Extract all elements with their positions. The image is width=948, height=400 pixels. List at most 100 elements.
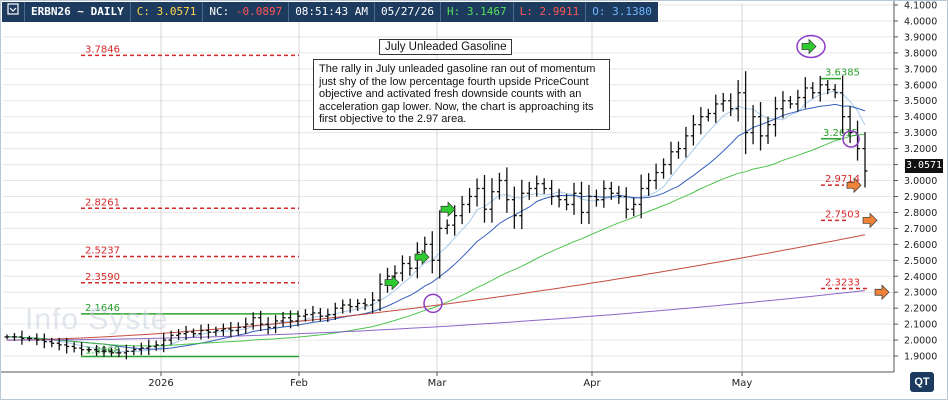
ohlc-bar [377, 273, 383, 312]
chart-title: July Unleaded Gasoline [379, 39, 513, 55]
level-label: 2.1646 [85, 303, 120, 314]
ohlc-bar [64, 337, 70, 354]
ohlc-bar [228, 321, 234, 338]
ohlc-bar [489, 178, 495, 223]
signal-circle [423, 293, 443, 314]
ohlc-bar [601, 180, 607, 208]
ohlc-bar [205, 323, 211, 339]
ohlc-bar [288, 310, 294, 329]
ohlc-bar [123, 344, 129, 360]
ohlc-bar [11, 332, 17, 341]
ohlc-bar [616, 185, 622, 204]
ohlc-bar [638, 174, 644, 219]
qt-logo-icon[interactable]: QT [910, 372, 934, 392]
ohlc-bar [49, 337, 55, 348]
ohlc-bar [131, 345, 137, 356]
level-label: 2.8261 [85, 197, 120, 208]
ohlc-bar [273, 315, 279, 334]
ohlc-bar [108, 347, 114, 357]
ohlc-bar [504, 167, 510, 213]
ohlc-bar [675, 141, 681, 159]
ohlc-bar [728, 93, 734, 117]
y-tick-label: 2.8000 [904, 208, 937, 219]
y-tick-label: 2.4000 [904, 272, 937, 283]
ma-short-line [7, 103, 866, 350]
ohlc-bar [452, 205, 458, 236]
ohlc-bar [735, 80, 741, 122]
quote-date: 05/27/26 [375, 2, 442, 22]
close-value: C: 3.0571 [131, 2, 204, 22]
ohlc-bar [310, 305, 316, 322]
quote-time: 08:51:43 AM [289, 2, 376, 22]
signal-markers [384, 34, 890, 314]
ohlc-bar [750, 105, 756, 145]
y-tick-label: 3.6000 [904, 80, 937, 91]
y-tick-label: 3.8000 [904, 48, 937, 59]
ohlc-bar [280, 311, 286, 327]
net-change: NC: -0.0897 [203, 2, 290, 22]
y-tick-label: 3.7000 [904, 64, 937, 75]
y-tick-label: 3.0000 [904, 176, 937, 187]
ohlc-bar [347, 298, 353, 313]
ohlc-bar [161, 332, 167, 353]
level-label: 3.7846 [85, 44, 120, 55]
menu-icon[interactable] [2, 2, 25, 22]
ohlc-bar [34, 333, 40, 346]
ma-fast-line [7, 90, 866, 352]
y-tick-label: 3.5000 [904, 96, 937, 107]
ohlc-bar [526, 181, 532, 200]
ohlc-bar [86, 347, 92, 353]
open-value: O: 3.1380 [592, 5, 652, 18]
ohlc-bar [325, 308, 331, 322]
symbol-label[interactable]: ERBN26 ~ DAILY [25, 2, 131, 22]
ohlc-bar [519, 179, 525, 230]
level-label: 2.5237 [85, 246, 120, 257]
quote-header: ERBN26 ~ DAILY C: 3.0571 NC: -0.0897 08:… [2, 2, 658, 22]
ohlc-bar [19, 330, 25, 345]
signal-circle [796, 34, 826, 59]
level-label: 2.3590 [85, 272, 120, 283]
ohlc-bar [690, 115, 696, 146]
ohlc-bar [534, 175, 540, 197]
ohlc-bar [787, 96, 793, 109]
ohlc-bar [138, 342, 144, 356]
last-price-tag: 3.0571 [905, 159, 943, 173]
ma-extra-long-line [7, 290, 866, 341]
ohlc-bar [362, 298, 368, 311]
y-tick-label: 2.2000 [904, 304, 937, 315]
y-tick-label: 2.7000 [904, 224, 937, 235]
watermark-text: Info Syste [25, 303, 169, 336]
ohlc-bar [41, 333, 47, 349]
y-tick-label: 4.0000 [904, 16, 937, 27]
ohlc-bar [258, 310, 264, 332]
ohlc-bar [661, 158, 667, 179]
ohlc-bar [713, 94, 719, 123]
ohlc-bar [646, 173, 652, 196]
ohlc-bar [765, 116, 771, 144]
ohlc-bar [332, 302, 338, 321]
ohlc-bar [191, 328, 197, 338]
level-label: 3.2615 [823, 128, 858, 139]
green-arrow-icon [801, 38, 817, 55]
ohlc-bar [623, 187, 629, 219]
ohlc-bar [832, 84, 838, 99]
ohlc-bar [817, 75, 823, 102]
ohlc-bar [780, 91, 786, 119]
ohlc-bar [795, 89, 801, 112]
ohlc-bar [481, 175, 487, 223]
ohlc-bar [683, 126, 689, 158]
ohlc-bar [631, 197, 637, 217]
ohlc-bar [608, 181, 614, 200]
y-tick-label: 4.1000 [904, 1, 937, 12]
ohlc-bar [243, 317, 249, 334]
orange-arrow-icon [874, 284, 890, 301]
ohlc-bar [758, 102, 764, 151]
ohlc-bar [578, 181, 584, 225]
ohlc-bar [250, 312, 256, 330]
ohlc-bar [810, 82, 816, 99]
level-label: 3.6385 [825, 68, 860, 79]
ohlc-bar [541, 178, 547, 194]
ohlc-bar [564, 193, 570, 211]
ohlc-bar [467, 187, 473, 213]
